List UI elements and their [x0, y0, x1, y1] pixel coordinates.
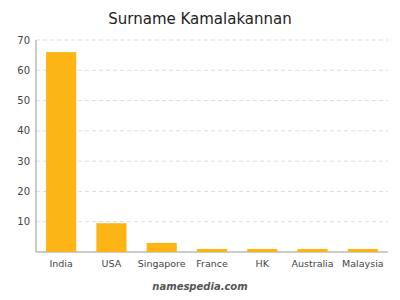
y-tick-label: 70 — [17, 35, 30, 46]
bar — [46, 52, 76, 252]
y-tick-label: 60 — [17, 65, 30, 76]
x-tick-label: Australia — [292, 258, 334, 269]
grid-line — [36, 221, 388, 222]
bar — [96, 223, 126, 252]
y-tick-label: 50 — [17, 95, 30, 106]
grid-line — [36, 130, 388, 131]
bar — [348, 249, 378, 252]
footer-annotation: namespedia.com — [152, 281, 247, 292]
bar — [247, 249, 277, 252]
grid-line — [36, 161, 388, 162]
grid-line — [36, 100, 388, 101]
grid-line — [36, 191, 388, 192]
x-tick-label: Singapore — [138, 258, 186, 269]
bar — [147, 243, 177, 252]
bar — [297, 249, 327, 252]
chart-title: Surname Kamalakannan — [108, 10, 292, 28]
y-tick-label: 10 — [17, 216, 30, 227]
bars — [46, 52, 378, 252]
y-axis-line — [36, 40, 37, 252]
chart-svg: Surname Kamalakannan 10 20 30 40 50 60 70 India U… — [0, 0, 400, 300]
x-tick-label: France — [196, 258, 228, 269]
x-tick-label: USA — [102, 258, 122, 269]
chart-container: Surname Kamalakannan 10 20 30 40 50 60 70 India U… — [0, 0, 400, 300]
y-tick-label: 30 — [17, 156, 30, 167]
x-tick-label: Malaysia — [342, 258, 384, 269]
x-tick-label: HK — [256, 258, 270, 269]
grid-line — [36, 40, 388, 41]
bar — [197, 249, 227, 252]
y-tick-label: 40 — [17, 125, 30, 136]
y-tick-label: 20 — [17, 186, 30, 197]
grid-line — [36, 70, 388, 71]
x-tick-label: India — [49, 258, 72, 269]
grid — [36, 40, 388, 222]
